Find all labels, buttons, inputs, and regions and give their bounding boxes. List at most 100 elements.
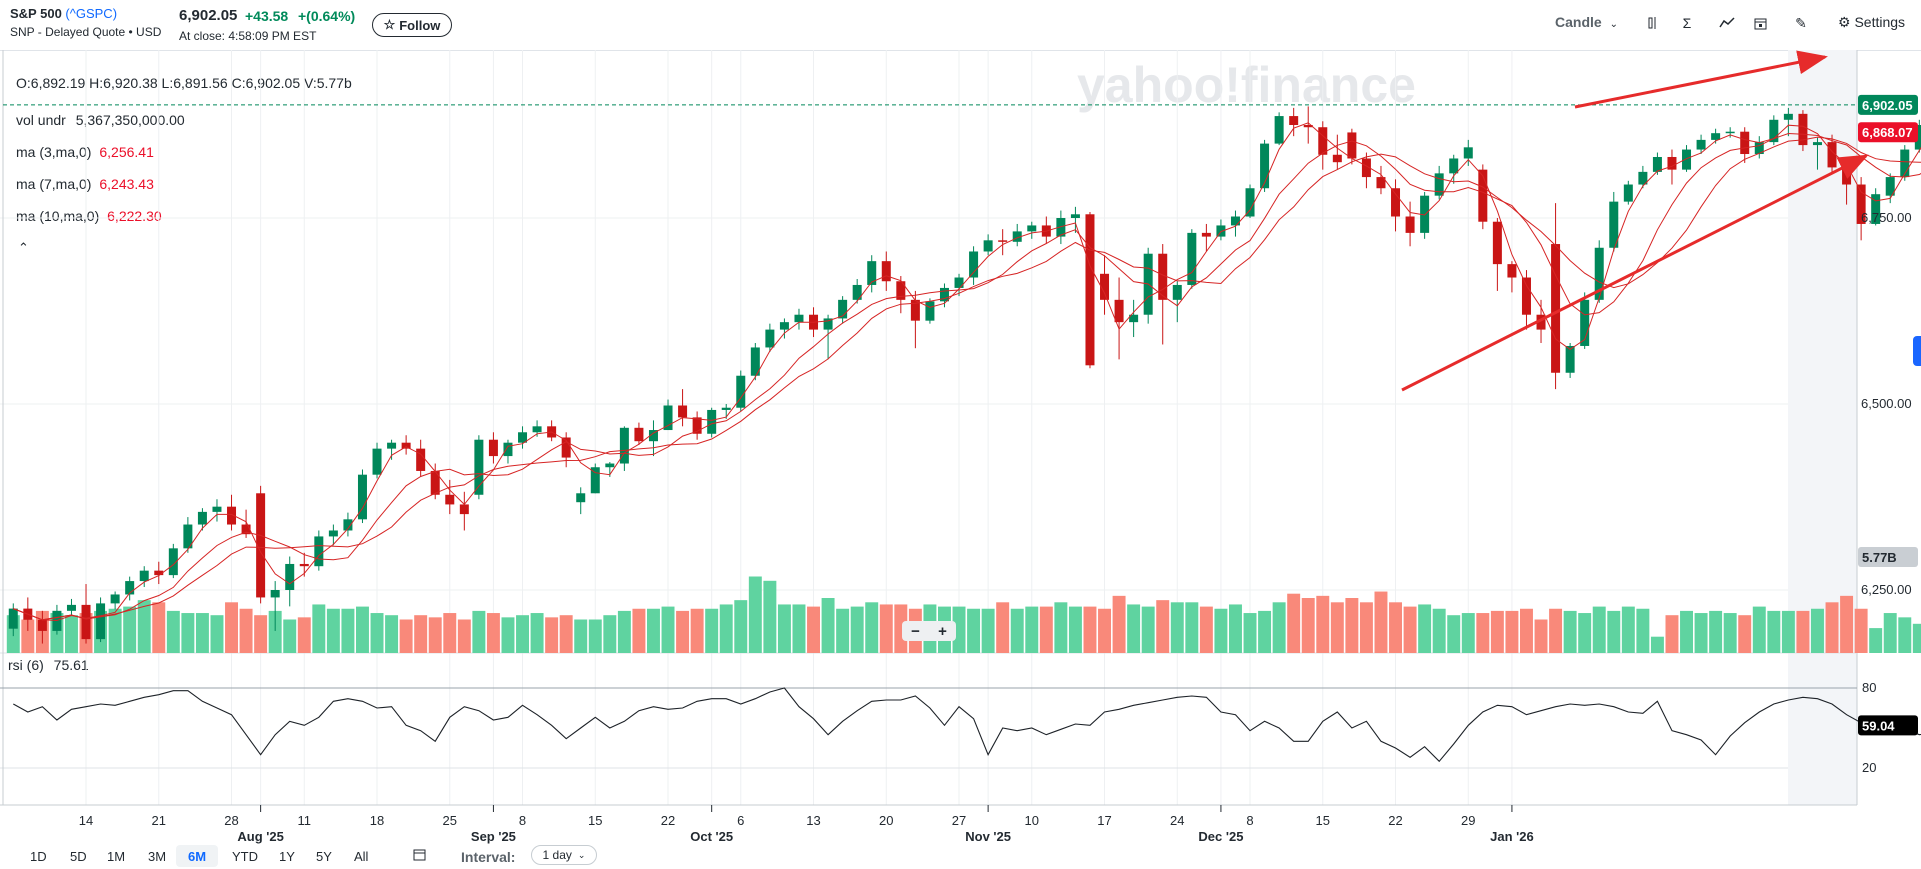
ma3-legend[interactable]: ma (3,ma,0) 6,256.41: [16, 144, 154, 160]
candle-body: [1361, 158, 1371, 178]
candle-body: [387, 442, 397, 449]
volume-bar: [734, 600, 748, 653]
volume-bar: [1418, 604, 1432, 653]
candle-body: [357, 474, 367, 520]
volume-bar: [763, 580, 777, 653]
candle-body: [1201, 232, 1211, 237]
date-axis-label: 11: [298, 813, 312, 828]
volume-bar: [1476, 613, 1490, 653]
volume-bar: [1243, 613, 1257, 653]
volume-bar: [836, 608, 850, 653]
zoom-out-button[interactable]: −: [911, 622, 920, 640]
range-button-3m[interactable]: 3M: [148, 849, 167, 864]
candle-body: [648, 430, 658, 442]
candle-body: [1056, 218, 1066, 237]
volume-bar: [1796, 610, 1810, 653]
candle-body: [1652, 156, 1662, 172]
follow-button[interactable]: ☆ Follow: [372, 13, 452, 37]
candle-body: [1696, 139, 1706, 150]
ticker-symbol[interactable]: (^GSPC): [65, 6, 118, 21]
candle-body: [1783, 113, 1793, 120]
range-button-5d[interactable]: 5D: [70, 849, 87, 864]
candle-body: [1230, 216, 1240, 226]
ma-3-line: [13, 122, 1921, 622]
candle-body: [1274, 116, 1284, 144]
candle-body: [1623, 184, 1633, 202]
price-chart[interactable]: 6,250.00 6,500.00 6,750.00 80 20 6,902.05 6,86…: [0, 0, 1921, 845]
date-axis-label: Dec '25: [1198, 829, 1243, 844]
volume-bar: [792, 604, 806, 653]
star-icon: ☆: [383, 17, 396, 32]
index-name: S&P 500: [10, 6, 62, 21]
side-panel-toggle[interactable]: [1913, 336, 1921, 366]
date-axis-label: Jan '26: [1490, 829, 1534, 844]
ma10-legend[interactable]: ma (10,ma,0) 6,222.30: [16, 208, 162, 224]
ma7-legend[interactable]: ma (7,ma,0) 6,243.43: [16, 176, 154, 192]
chevron-up-icon[interactable]: ⌃: [18, 240, 29, 255]
volume-bar: [1083, 606, 1097, 653]
range-button-all[interactable]: All: [354, 849, 369, 864]
volume-bar: [821, 598, 835, 653]
volume-bar: [1854, 608, 1868, 653]
candle-body: [969, 251, 979, 278]
indicators-sigma-icon[interactable]: Σ: [1682, 15, 1692, 31]
candle-body: [270, 590, 280, 598]
volume-bar: [1665, 615, 1679, 653]
rsi-badge-bg: [1858, 715, 1918, 736]
volume-bar: [428, 617, 442, 653]
candle-body: [823, 318, 833, 330]
volume-bar: [312, 604, 326, 653]
range-button-1m[interactable]: 1M: [107, 849, 126, 864]
chevron-down-icon: ⌄: [577, 849, 586, 860]
candle-body: [1245, 188, 1255, 217]
candle-body: [925, 301, 935, 321]
candle-body: [474, 439, 484, 495]
zoom-in-button[interactable]: +: [938, 622, 947, 640]
volume-bar: [1825, 602, 1839, 653]
candle-body: [1085, 214, 1095, 366]
vol-legend[interactable]: vol undr 5,367,350,000.00: [16, 112, 185, 128]
candle-body: [1070, 214, 1080, 218]
range-button-1d[interactable]: 1D: [30, 849, 47, 864]
upper-trend-arrow: [1574, 50, 1828, 109]
candle-body: [1638, 171, 1648, 185]
range-button-ytd[interactable]: YTD: [232, 849, 258, 864]
volume-bar: [1505, 610, 1519, 653]
trend-line-icon[interactable]: [1716, 12, 1738, 34]
volume-bar: [879, 604, 893, 653]
candle-body: [881, 261, 891, 282]
volume-bar: [297, 617, 311, 653]
range-button-6m[interactable]: 6M: [188, 849, 207, 864]
last-price-badge: 6,902.05: [1862, 98, 1913, 113]
volume-bar: [1869, 628, 1883, 653]
candle-body: [1332, 154, 1342, 163]
range-button-5y[interactable]: 5Y: [316, 849, 332, 864]
rsi-legend[interactable]: rsi (6) 75.61: [8, 657, 89, 673]
chart-overlays: [1401, 50, 1869, 392]
chart-type-dropdown[interactable]: Candle ⌄: [1555, 14, 1618, 30]
price-change: +43.58: [245, 8, 289, 24]
volume-bar: [1738, 615, 1752, 653]
date-axis-label: Oct '25: [690, 829, 733, 844]
calendar-events-icon[interactable]: [1749, 12, 1771, 34]
volume-bar: [21, 619, 35, 653]
candle-body: [1391, 188, 1401, 217]
candle-body: [372, 448, 382, 475]
candle-body: [779, 322, 789, 330]
draw-pencil-icon[interactable]: ✎: [1795, 14, 1807, 31]
candle-body: [299, 563, 309, 567]
compare-icon[interactable]: [1642, 12, 1664, 34]
range-button-1y[interactable]: 1Y: [279, 849, 295, 864]
volume-bar: [719, 604, 733, 653]
volume-bar: [1912, 623, 1921, 653]
volume-bar: [1127, 604, 1141, 653]
interval-select[interactable]: 1 day ⌄: [531, 845, 597, 865]
volume-bar: [268, 610, 282, 653]
settings-button[interactable]: ⚙ Settings: [1838, 14, 1905, 31]
date-axis-label: 18: [370, 813, 384, 828]
volume-bar: [254, 615, 268, 653]
volume-bar: [850, 606, 864, 653]
date-axis-label: 28: [224, 813, 238, 828]
date-range-calendar-icon[interactable]: [413, 848, 426, 864]
date-axis-label: Aug '25: [237, 829, 283, 844]
